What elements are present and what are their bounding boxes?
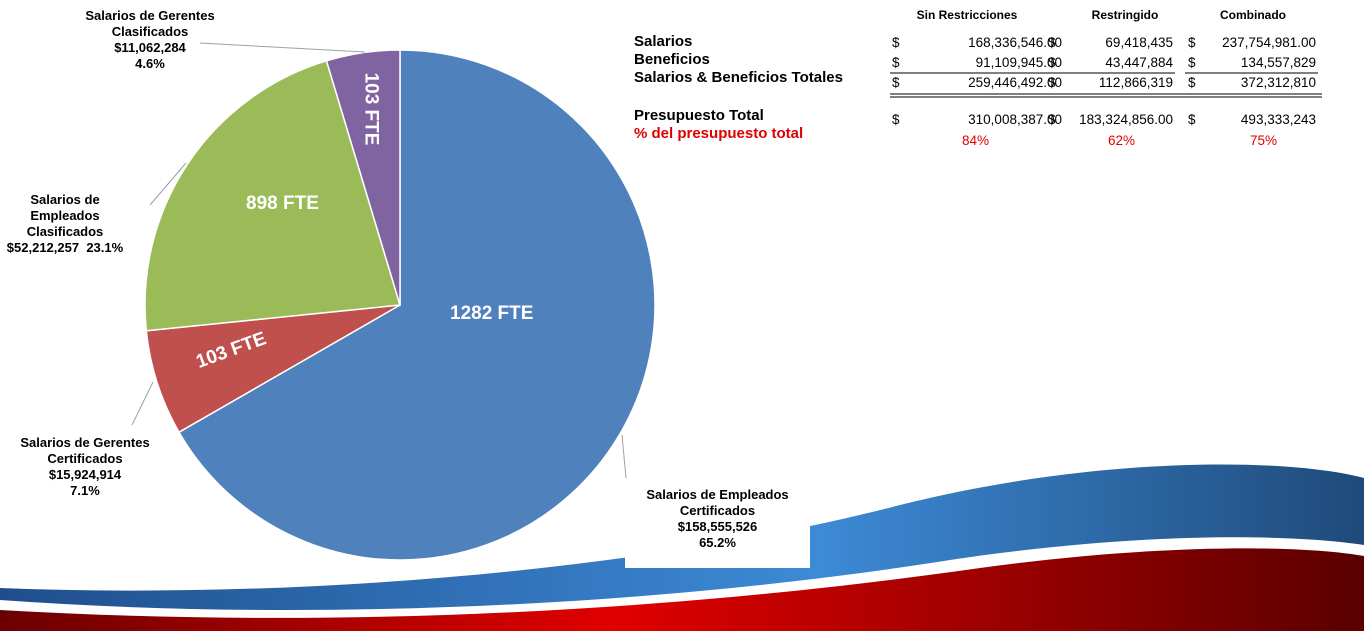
- slice-amount: $52,212,257: [6, 240, 80, 255]
- currency-sign: $: [1188, 112, 1196, 127]
- leader-line: [149, 162, 187, 206]
- amount: 493,333,243: [1240, 112, 1316, 127]
- column-header: Combinado: [1220, 8, 1286, 22]
- label-backdrop: [625, 478, 810, 568]
- slice-amount: $158,555,526: [677, 519, 758, 534]
- slice-name: Salarios de Gerentes Certificados: [20, 435, 150, 466]
- slice-percent: 23.1%: [86, 240, 124, 255]
- column-header: Restringido: [1091, 8, 1159, 22]
- fte-label: 898 FTE: [246, 193, 319, 214]
- percent: 62%: [1108, 133, 1136, 148]
- amount: 372,312,810: [1240, 75, 1316, 90]
- slice-label: Salarios de Gerentes Certificados $15,924…: [0, 435, 170, 499]
- slice-percent: 65.2%: [699, 535, 736, 550]
- red-wave: [0, 548, 1364, 631]
- pie: [131, 42, 656, 561]
- currency-sign: $: [1188, 55, 1196, 70]
- currency-sign: $: [892, 75, 900, 90]
- row-label: Beneficios: [634, 51, 710, 68]
- slice-percent: 4.6%: [135, 56, 165, 71]
- percent: 75%: [1250, 133, 1278, 148]
- amount: 259,446,492.00: [968, 75, 1062, 90]
- currency-sign: $: [892, 55, 900, 70]
- amount: 237,754,981.00: [1222, 35, 1316, 50]
- slice-amount: $11,062,284: [114, 40, 186, 55]
- row-label: Presupuesto Total: [634, 107, 764, 124]
- row-label: Salarios: [634, 33, 693, 50]
- slice-label: Salarios de Empleados Clasificados $52,21…: [0, 192, 130, 256]
- slice-label: Salarios de Empleados Certificados $158,5…: [625, 487, 810, 551]
- pie-slice: [177, 49, 656, 561]
- slice-name: Salarios de Empleados Certificados: [646, 487, 789, 518]
- table-rules: [890, 72, 1322, 98]
- percent: 84%: [962, 133, 990, 148]
- currency-sign: $: [892, 112, 900, 127]
- amount: 69,418,435: [1105, 35, 1173, 50]
- currency-sign: $: [1048, 112, 1056, 127]
- slice-name: Salarios de Empleados Clasificados: [26, 192, 104, 239]
- slice-name: Salarios de Gerentes Clasificados: [85, 8, 215, 39]
- amount: 168,336,546.00: [968, 35, 1062, 50]
- pie-slice: [325, 49, 401, 306]
- amount: 310,008,387.00: [968, 112, 1062, 127]
- fte-label: 103 FTE: [360, 72, 382, 146]
- currency-sign: $: [1048, 55, 1056, 70]
- amount: 91,109,945.00: [975, 55, 1062, 70]
- slice-amount: $15,924,914: [48, 467, 122, 482]
- leader-line: [131, 381, 154, 426]
- leader-line: [199, 42, 366, 53]
- currency-sign: $: [1048, 75, 1056, 90]
- amount: 134,557,829: [1240, 55, 1316, 70]
- slice-label: Salarios de Gerentes Clasificados $11,062…: [85, 8, 215, 72]
- currency-sign: $: [1048, 35, 1056, 50]
- amount: 43,447,884: [1105, 55, 1173, 70]
- amount: 112,866,319: [1098, 75, 1173, 90]
- row-label: % del presupuesto total: [634, 125, 804, 142]
- row-label: Salarios & Beneficios Totales: [634, 69, 843, 86]
- pie-slice: [145, 304, 401, 434]
- fte-label: 1282 FTE: [450, 303, 534, 324]
- column-header: Sin Restricciones: [916, 8, 1018, 22]
- leader-line: [621, 434, 627, 479]
- slice-percent: 7.1%: [70, 483, 100, 498]
- currency-sign: $: [892, 35, 900, 50]
- pie-slice: [144, 59, 401, 332]
- currency-sign: $: [1188, 35, 1196, 50]
- amount: 183,324,856.00: [1079, 112, 1173, 127]
- currency-sign: $: [1188, 75, 1196, 90]
